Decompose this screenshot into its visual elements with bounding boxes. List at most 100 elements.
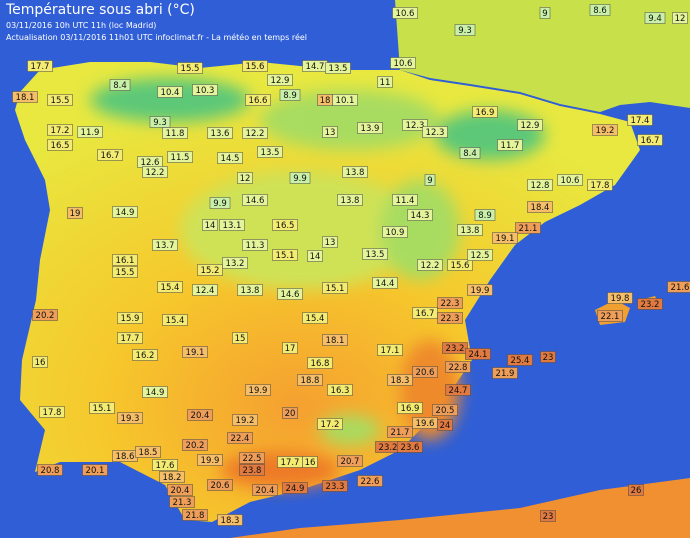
station-value: 9.3 [153,118,167,128]
station-box [157,86,183,98]
station-value: 13.6 [211,129,230,139]
station-box [222,257,248,269]
station-box [515,222,541,234]
station-box [397,402,423,414]
station-box [377,76,393,88]
station-value: 15.6 [246,62,265,72]
station-box [97,149,123,161]
station-box [362,248,388,260]
station-value: 13 [325,128,336,138]
station-value: 24.9 [286,484,305,494]
station-value: 15.4 [166,316,185,326]
station-box [202,219,218,231]
station-value: 24.7 [449,386,468,396]
station-box [407,209,433,221]
station-box [592,124,618,136]
station-value: 10.4 [161,88,180,98]
station-box [472,106,498,118]
station-box [39,406,65,418]
station-box [282,342,298,354]
station-value: 20.8 [41,466,60,476]
station-box [192,284,218,296]
station-box [132,349,158,361]
station-box [540,510,556,522]
station-box [82,464,108,476]
station-value: 13.9 [361,124,380,134]
station-value: 18.1 [16,93,35,103]
station-value: 16.9 [401,404,420,414]
station-value: 9.9 [293,174,307,184]
station-box [32,309,58,321]
station-value: 20.4 [256,486,275,496]
station-box [637,298,663,310]
station-box [152,459,178,471]
station-value: 19.1 [186,348,205,358]
station-value: 19.3 [121,414,140,424]
station-value: 15.6 [451,261,470,271]
station-value: 23.3 [326,482,345,492]
station-box [357,122,383,134]
station-box [32,356,48,368]
station-value: 14.4 [376,279,395,289]
station-value: 8.4 [463,149,477,159]
station-box [390,57,416,69]
station-value: 12.5 [471,251,490,261]
station-value: 18.5 [139,448,158,458]
station-box [297,374,323,386]
station-value: 8.4 [113,81,127,91]
station-value: 16.7 [101,151,120,161]
station-box [192,84,218,96]
station-value: 10.6 [396,9,415,19]
station-box [279,89,301,101]
station-value: 13.8 [341,196,360,206]
station-box [47,124,73,136]
station-value: 22.5 [243,454,262,464]
station-box [197,264,223,276]
station-value: 11 [380,78,391,88]
station-value: 8.9 [478,211,492,221]
station-box [282,407,298,419]
station-box [507,354,533,366]
station-box [474,209,496,221]
station-box [162,127,188,139]
station-value: 23.2 [641,300,660,310]
station-value: 11.8 [166,129,185,139]
station-box [237,284,263,296]
station-box [217,152,243,164]
station-value: 21.6 [671,283,690,293]
station-box [37,464,63,476]
station-box [589,4,611,16]
station-box [317,418,343,430]
station-value: 17 [285,344,296,354]
station-box [302,456,318,468]
station-value: 18.6 [116,452,135,462]
station-box [159,471,185,483]
station-value: 13.8 [461,226,480,236]
station-box [252,484,278,496]
station-value: 8.9 [283,91,297,101]
station-value: 15.1 [93,404,112,414]
station-box [422,126,448,138]
station-value: 25.4 [511,356,530,366]
station-box [467,284,493,296]
station-box [167,484,193,496]
station-value: 12.6 [141,158,160,168]
station-box [227,432,253,444]
station-value: 12.3 [426,128,445,138]
station-box [465,348,491,360]
station-value: 17.8 [591,181,610,191]
station-value: 23 [543,353,554,363]
station-box [540,351,556,363]
station-box [628,484,644,496]
station-box [182,439,208,451]
station-box [167,151,193,163]
station-value: 10.3 [196,86,215,96]
station-value: 13.5 [261,148,280,158]
station-value: 11.3 [246,241,265,251]
station-box [387,374,413,386]
station-value: 19.8 [611,294,630,304]
station-box [197,454,223,466]
station-value: 12.9 [271,76,290,86]
station-box [237,172,253,184]
station-value: 17.6 [156,461,175,471]
